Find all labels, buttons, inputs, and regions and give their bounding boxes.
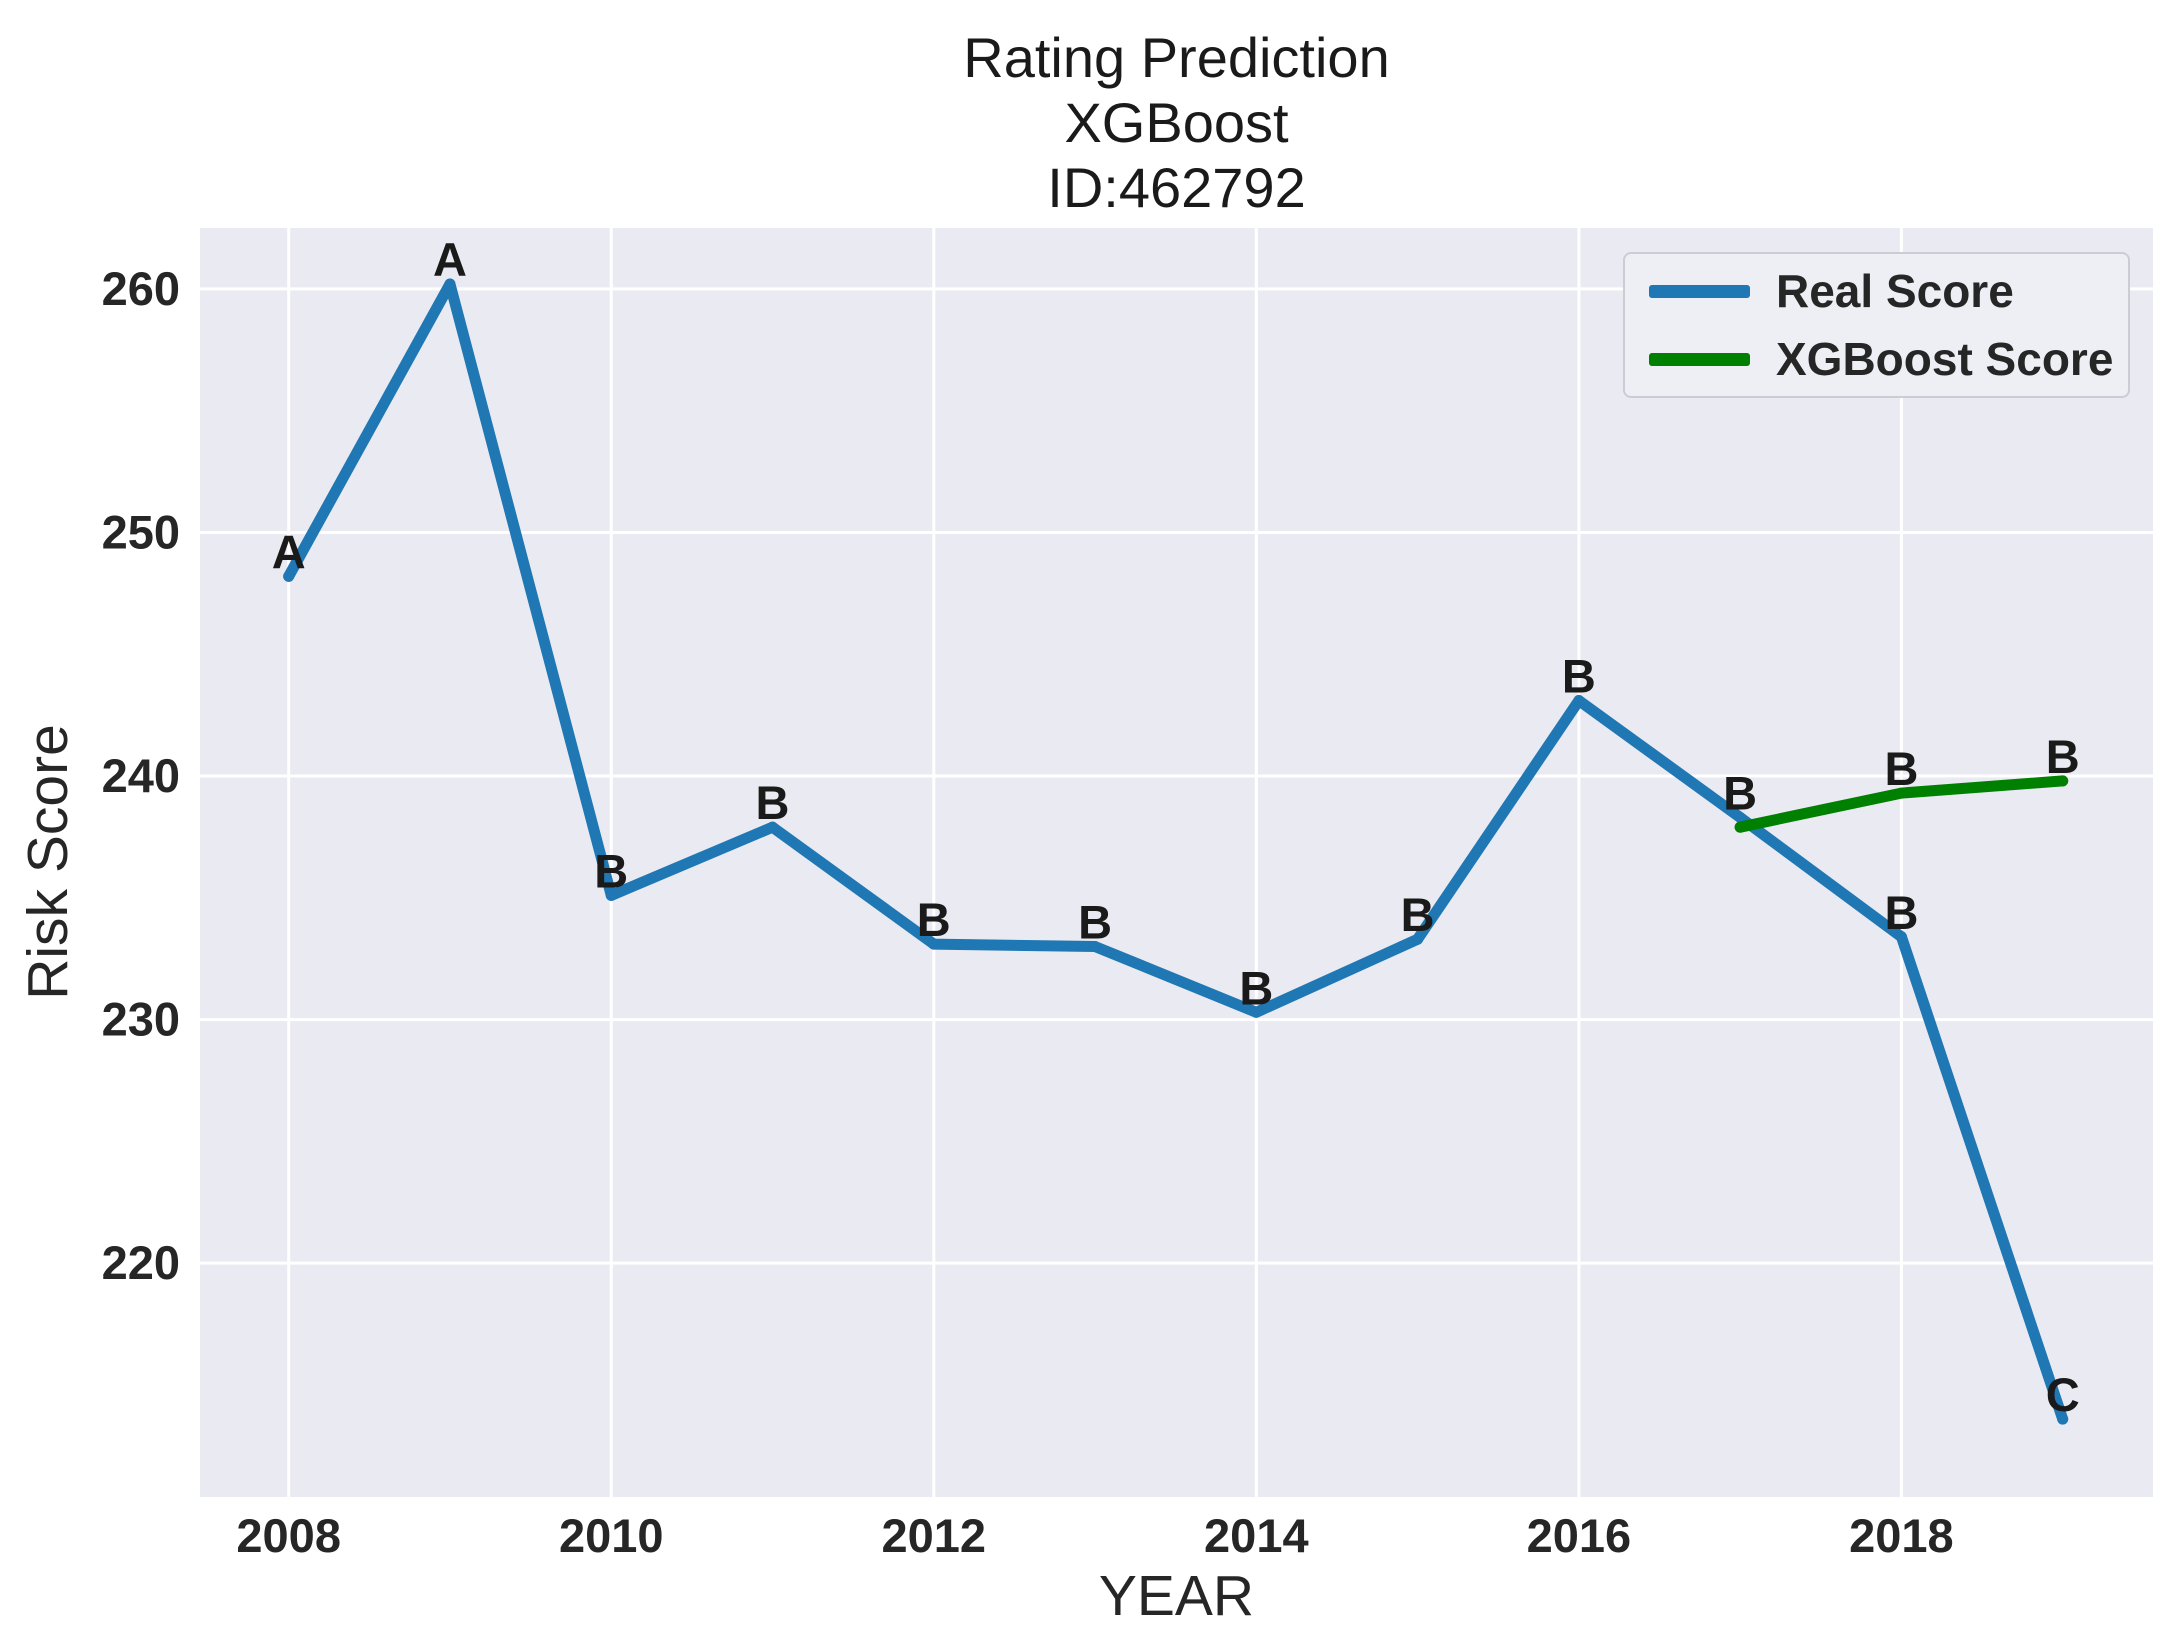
- x-tick-label: 2016: [1527, 1509, 1632, 1562]
- plot-area: [200, 228, 2153, 1497]
- chart-title-line-2: XGBoost: [1064, 91, 1289, 154]
- real-score-point-label-2015: B: [1401, 888, 1435, 941]
- real-score-line-swatch: [1649, 284, 1750, 298]
- real-score-line: [283, 278, 2069, 1425]
- real-score-point-label-2010: B: [594, 844, 628, 897]
- xgboost-score-point-label-2019: B: [2046, 730, 2080, 783]
- real-score-marker: [1412, 933, 1424, 945]
- real-score-marker: [444, 278, 456, 290]
- real-score-point-label-2019: C: [2046, 1368, 2080, 1421]
- legend: Real Score XGBoost Score: [1623, 252, 2130, 398]
- real-score-marker: [283, 570, 295, 582]
- real-score-point-label-2011: B: [756, 776, 790, 829]
- chart-title: Rating Prediction XGBoost ID:462792: [200, 25, 2153, 220]
- y-axis-label: Risk Score: [16, 724, 80, 1000]
- x-tick-label: 2010: [559, 1509, 664, 1562]
- chart-title-line-3: ID:462792: [1047, 156, 1306, 219]
- y-tick-label: 250: [102, 505, 180, 558]
- xgboost-score-marker: [1734, 821, 1746, 833]
- real-score-marker: [1734, 811, 1746, 823]
- x-tick-label: 2018: [1849, 1509, 1954, 1562]
- real-score-marker: [1573, 695, 1585, 707]
- xgboost-score-marker: [2057, 775, 2069, 787]
- real-score-marker: [605, 889, 617, 901]
- x-tick-label: 2008: [236, 1509, 341, 1562]
- real-score-marker: [767, 821, 779, 833]
- xgboost-score-line-swatch: [1649, 352, 1750, 366]
- legend-label-real-score: Real Score: [1776, 265, 2014, 317]
- x-tick-label: 2012: [882, 1509, 987, 1562]
- real-score-point-label-2014: B: [1239, 961, 1273, 1014]
- real-score-point-label-2012: B: [917, 893, 951, 946]
- y-tick-label: 220: [102, 1236, 180, 1289]
- real-score-marker: [1089, 941, 1101, 953]
- legend-item-real-score: Real Score: [1649, 264, 2128, 318]
- chart-title-line-1: Rating Prediction: [963, 26, 1390, 89]
- legend-label-xgboost-score: XGBoost Score: [1776, 333, 2114, 385]
- xgboost-score-point-label-2018: B: [1884, 742, 1918, 795]
- real-score-marker: [1895, 931, 1907, 943]
- legend-item-xgboost-score: XGBoost Score: [1649, 332, 2128, 386]
- real-score-point-label-2016: B: [1562, 650, 1596, 703]
- real-score-point-label-2009: A: [433, 233, 467, 286]
- xgboost-score-marker: [1895, 787, 1907, 799]
- real-score-point-label-2008: A: [272, 525, 306, 578]
- real-score-point-label-2013: B: [1078, 896, 1112, 949]
- x-tick-label: 2014: [1204, 1509, 1309, 1562]
- x-axis-label: YEAR: [1098, 1564, 1255, 1628]
- real-score-marker: [928, 938, 940, 950]
- real-score-point-label-2017: B: [1723, 766, 1757, 819]
- real-score-marker: [1250, 1006, 1262, 1018]
- y-tick-label: 240: [102, 749, 180, 802]
- y-tick-label: 230: [102, 993, 180, 1046]
- real-score-point-label-2018: B: [1884, 886, 1918, 939]
- real-score-marker: [2057, 1413, 2069, 1425]
- y-tick-label: 260: [102, 262, 180, 315]
